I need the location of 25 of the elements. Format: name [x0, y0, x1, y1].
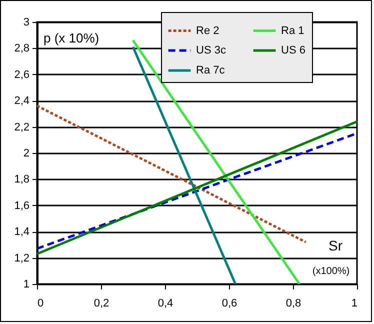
x-axis-title: Sr: [328, 238, 343, 254]
legend-label: Re 2: [196, 24, 220, 37]
y-tick-label: 2,4: [14, 95, 30, 108]
legend-label: US 3c: [196, 44, 226, 56]
y-tick-label: 2,6: [14, 68, 30, 81]
x-tick-label: 1: [351, 298, 358, 310]
y-tick-label: 2,2: [14, 121, 30, 134]
y-tick-label: 1,2: [14, 252, 30, 264]
x-tick-label: 0,6: [222, 298, 238, 310]
annotation: (x100%): [312, 266, 350, 277]
x-tick-label: 0,2: [94, 298, 110, 310]
y-axis-title: p (x 10%): [44, 30, 100, 46]
x-tick-label: 0: [38, 298, 44, 310]
y-tick-label: 1,8: [14, 174, 30, 186]
y-tick-label: 3: [23, 16, 30, 28]
y-tick-label: 2,8: [14, 42, 30, 55]
y-tick-label: 1: [23, 278, 30, 290]
y-tick-label: 1,4: [14, 226, 30, 238]
x-tick-label: 0,4: [158, 298, 174, 310]
legend-label: Ra 7c: [196, 64, 226, 76]
x-tick-label: 0,8: [286, 298, 302, 310]
y-tick-label: 1,6: [14, 200, 30, 212]
legend-label: Ra 1: [281, 24, 304, 37]
y-tick-label: 2: [23, 148, 30, 160]
legend-label: US 6: [281, 44, 306, 56]
